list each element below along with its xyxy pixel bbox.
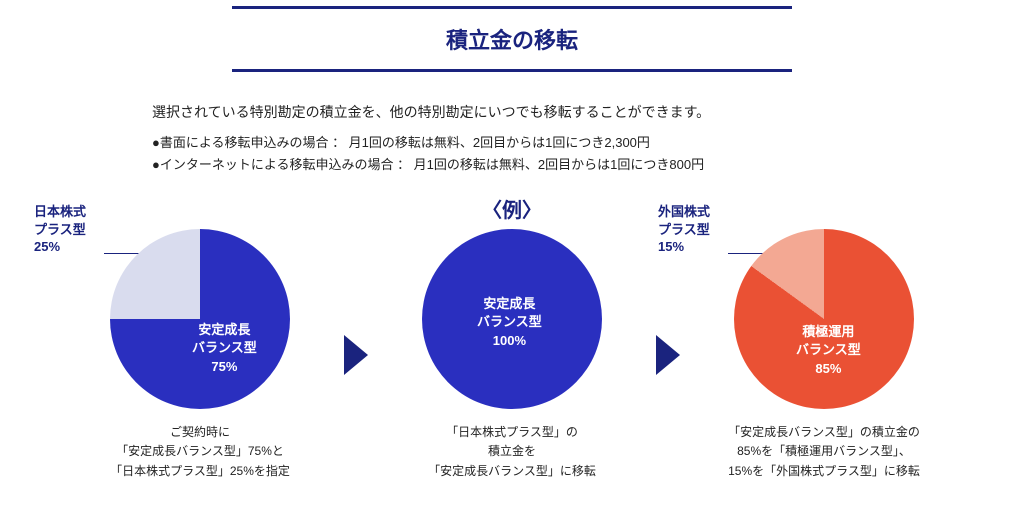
chart-2: 安定成長 バランス型 100% 「日本株式プラス型」の 積立金を 「安定成長バラ… — [382, 229, 642, 481]
chart-1-callout: 日本株式 プラス型 25% — [34, 203, 86, 256]
chart-2-main-label: 安定成長 バランス型 100% — [477, 295, 542, 350]
chart-3-main-label: 積極運用 バランス型 85% — [796, 323, 861, 378]
arrow-icon — [656, 335, 680, 375]
chart-1-pie — [110, 229, 290, 409]
arrow-icon — [344, 335, 368, 375]
rule-bottom — [232, 69, 792, 72]
chart-1: 日本株式 プラス型 25% 安定成長 バランス型 75% ご契約時に 「安定成長… — [70, 229, 330, 481]
title-block: 積立金の移転 — [40, 0, 984, 72]
example-heading: 〈例〉 — [40, 194, 984, 223]
description-text: 選択されている特別勘定の積立金を、他の特別勘定にいつでも移転することができます。 — [152, 102, 872, 122]
chart-2-caption: 「日本株式プラス型」の 積立金を 「安定成長バランス型」に移転 — [428, 423, 596, 481]
chart-1-caption: ご契約時に 「安定成長バランス型」75%と 「日本株式プラス型」25%を指定 — [110, 423, 290, 481]
chart-3: 外国株式 プラス型 15% 積極運用 バランス型 85% 「安定成長バランス型」… — [694, 229, 954, 481]
page-title: 積立金の移転 — [40, 9, 984, 69]
bullet-1: ●書面による移転申込みの場合 ： 月1回の移転は無料、2回目からは1回につき2,… — [152, 132, 872, 154]
chart-3-caption: 「安定成長バランス型」の積立金の 85%を「積極運用バランス型」、 15%を「外… — [728, 423, 920, 481]
chart-3-pie — [734, 229, 914, 409]
charts-row: 日本株式 プラス型 25% 安定成長 バランス型 75% ご契約時に 「安定成長… — [40, 229, 984, 481]
chart-3-callout: 外国株式 プラス型 15% — [658, 203, 710, 256]
chart-1-main-label: 安定成長 バランス型 75% — [192, 321, 257, 376]
bullet-2: ●インターネットによる移転申込みの場合 ： 月1回の移転は無料、2回目からは1回… — [152, 154, 872, 176]
description-block: 選択されている特別勘定の積立金を、他の特別勘定にいつでも移転することができます。… — [152, 102, 872, 176]
